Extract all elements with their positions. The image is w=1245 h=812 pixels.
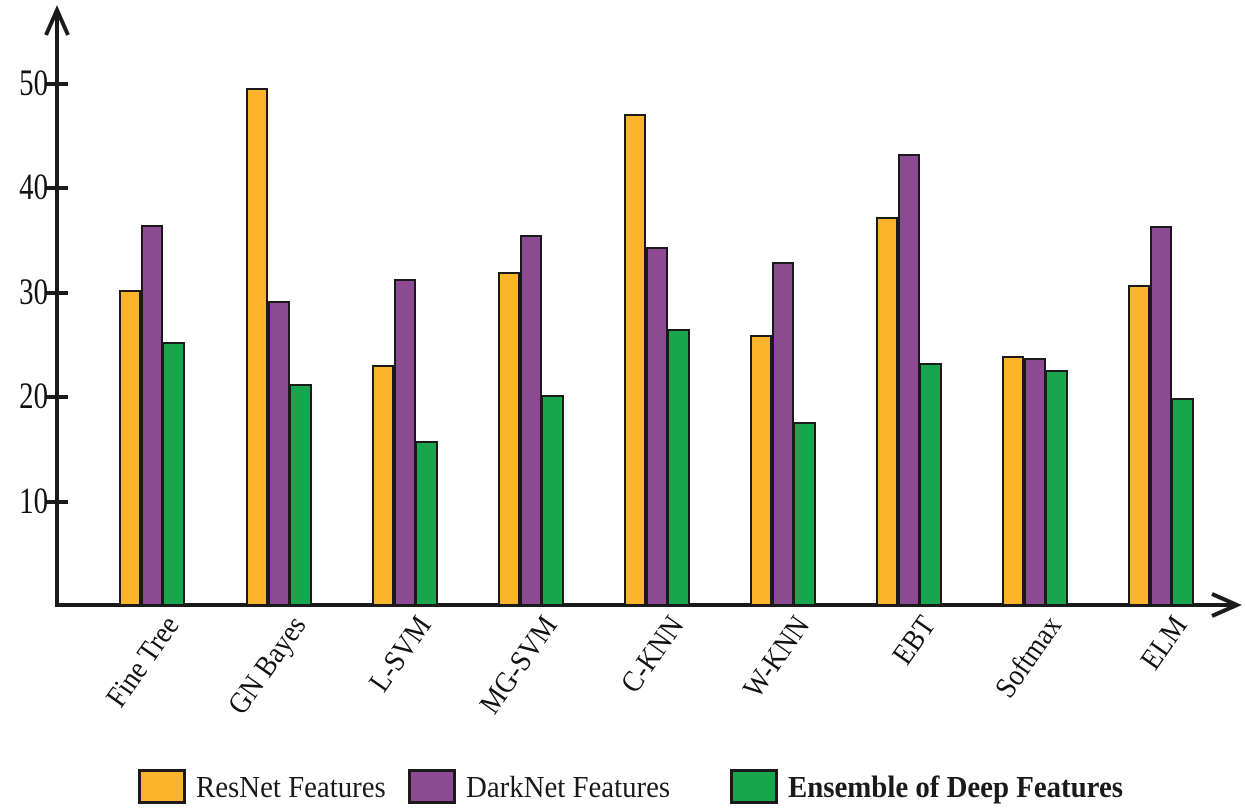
y-tick-label: 50 <box>19 62 48 104</box>
bar-darknet-features-elm <box>1149 225 1172 606</box>
bar-resnet-features-ebt <box>876 217 899 606</box>
bar-resnet-features-elm <box>1128 285 1151 606</box>
x-axis-arrow-icon <box>1211 592 1242 618</box>
y-axis-arrow-icon <box>44 5 70 36</box>
legend-swatch-icon <box>138 769 186 804</box>
bar-resnet-features-gn-bayes <box>246 87 269 606</box>
bar-resnet-features-softmax <box>1002 356 1025 606</box>
bar-darknet-features-l-svm <box>393 278 416 606</box>
bar-resnet-features-w-knn <box>750 335 773 606</box>
y-tick-label: 10 <box>19 480 48 522</box>
bar-resnet-features-l-svm <box>372 364 395 606</box>
bar-ensemble-of-deep-features-c-knn <box>667 329 690 606</box>
y-tick-mark-30 <box>46 290 68 295</box>
legend-entry-darknet-features: DarkNet Features <box>408 766 686 807</box>
bar-ensemble-of-deep-features-gn-bayes <box>289 384 312 606</box>
legend-swatch-icon <box>408 769 456 804</box>
legend-label: ResNet Features <box>196 769 386 804</box>
bar-ensemble-of-deep-features-mg-svm <box>541 394 564 606</box>
legend-label: DarkNet Features <box>466 769 671 804</box>
bar-ensemble-of-deep-features-softmax <box>1045 369 1068 606</box>
bar-darknet-features-ebt <box>897 153 920 606</box>
y-tick-mark-50 <box>46 81 68 86</box>
y-tick-mark-10 <box>46 499 68 504</box>
y-tick-mark-40 <box>46 186 68 190</box>
bar-resnet-features-fine-tree <box>119 290 142 606</box>
bar-ensemble-of-deep-features-w-knn <box>793 422 816 606</box>
y-tick-label: 30 <box>19 271 48 313</box>
bar-ensemble-of-deep-features-l-svm <box>415 440 438 606</box>
y-tick-mark-20 <box>46 395 68 399</box>
bar-ensemble-of-deep-features-ebt <box>919 362 942 606</box>
bar-ensemble-of-deep-features-fine-tree <box>162 341 185 606</box>
bar-ensemble-of-deep-features-elm <box>1171 398 1194 606</box>
bar-darknet-features-fine-tree <box>140 224 163 606</box>
bar-darknet-features-c-knn <box>645 246 668 606</box>
legend-entry-resnet-features: ResNet Features <box>138 766 400 807</box>
bar-darknet-features-gn-bayes <box>267 300 290 606</box>
bar-resnet-features-c-knn <box>624 113 647 606</box>
legend-entry-ensemble-of-deep-features: Ensemble of Deep Features <box>730 766 1148 807</box>
bar-darknet-features-mg-svm <box>519 235 542 606</box>
bar-darknet-features-softmax <box>1023 358 1046 606</box>
bar-darknet-features-w-knn <box>771 262 794 606</box>
y-tick-label: 40 <box>19 167 48 208</box>
legend-label: Ensemble of Deep Features <box>788 769 1123 804</box>
legend-swatch-icon <box>730 769 778 804</box>
bar-resnet-features-mg-svm <box>498 271 521 606</box>
y-tick-label: 20 <box>19 376 48 417</box>
